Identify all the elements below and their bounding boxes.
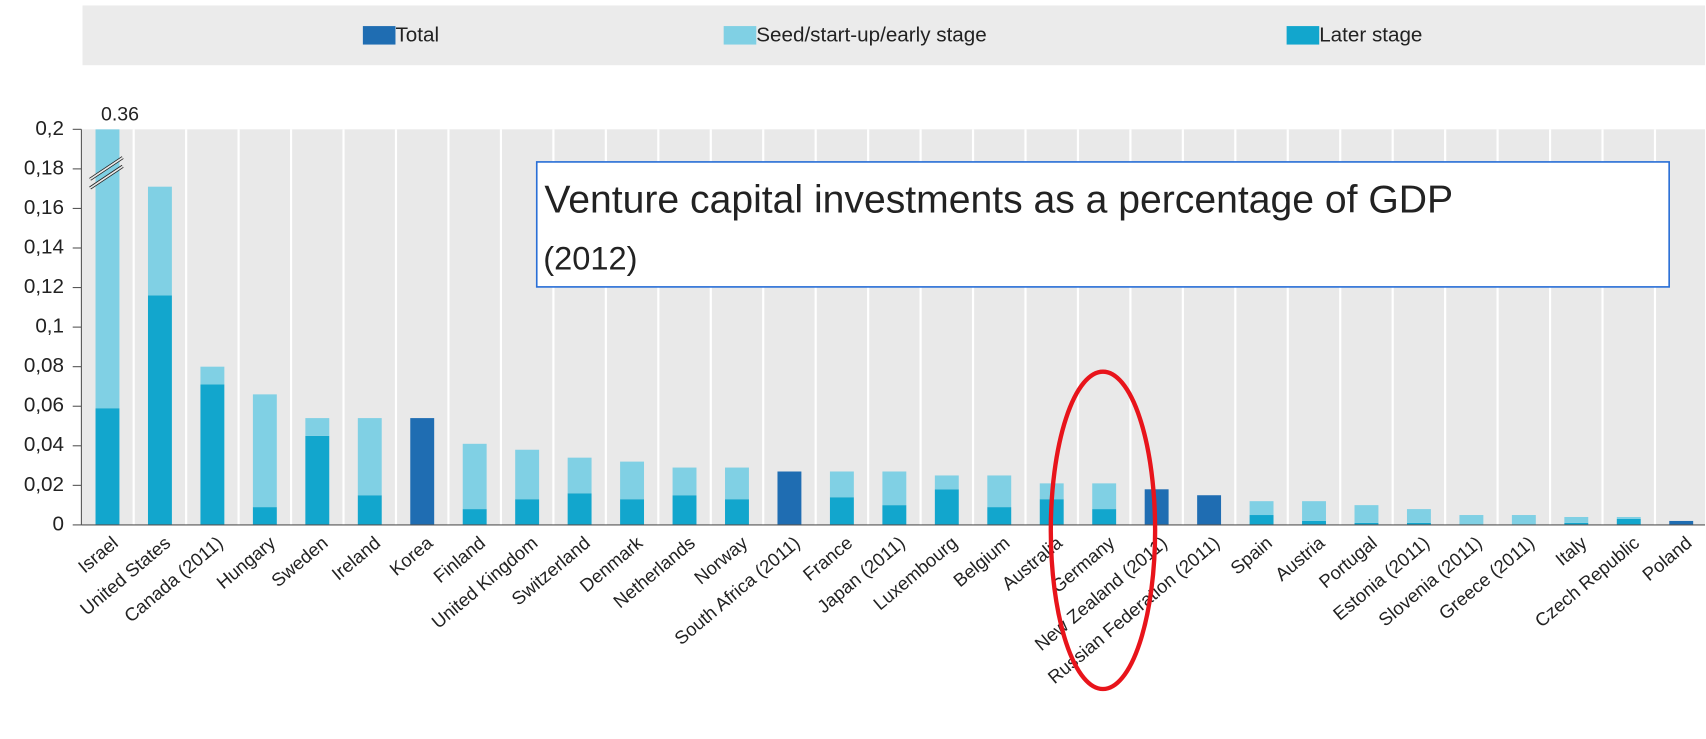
- bar-segment: [1249, 501, 1274, 516]
- legend-swatch: [723, 26, 757, 45]
- legend-swatch: [1286, 26, 1320, 45]
- bar-segment: [1616, 516, 1641, 519]
- annotation: 0.36: [101, 103, 139, 125]
- bar-segment: [252, 507, 277, 525]
- legend-label: Seed/start-up/early stage: [756, 23, 986, 46]
- bar-segment: [672, 467, 697, 496]
- y-tick-label: 0,18: [24, 156, 64, 179]
- bar: [410, 418, 435, 525]
- bar-segment: [200, 384, 225, 525]
- bar-segment: [357, 495, 382, 525]
- bar-segment: [1354, 505, 1379, 523]
- bar-segment: [987, 475, 1012, 508]
- chart-title: Venture capital investments as a percent…: [544, 178, 1453, 221]
- x-tick-label: Italy: [1551, 531, 1591, 569]
- axis-break-gap: [89, 156, 124, 180]
- bar-segment: [829, 471, 854, 498]
- y-tick-label: 0,08: [24, 354, 64, 377]
- highlight-ellipse: [1048, 369, 1158, 692]
- chart-subtitle: (2012): [543, 239, 637, 276]
- y-tick-label: 0,02: [24, 473, 64, 496]
- bar-segment: [829, 497, 854, 525]
- x-tick-label: Hungary: [212, 531, 280, 592]
- bar-segment: [934, 475, 959, 490]
- bar-segment: [1406, 522, 1431, 525]
- y-tick-label: 0,06: [24, 394, 64, 417]
- bar-segment: [1564, 516, 1589, 523]
- x-tick-label: Ireland: [327, 532, 384, 584]
- bar-segment: [305, 435, 330, 525]
- bar-segment: [882, 505, 907, 525]
- bar-segment: [882, 471, 907, 506]
- bar-segment: [934, 489, 959, 525]
- y-tick-label: 0,04: [24, 433, 64, 456]
- bar-segment: [1092, 483, 1117, 510]
- axis-break-gap: [89, 165, 124, 189]
- legend-swatch: [362, 26, 396, 45]
- bar-segment: [1564, 522, 1589, 525]
- bar: [1669, 520, 1694, 525]
- y-tick-label: 0,1: [35, 315, 64, 338]
- bar-segment: [252, 394, 277, 508]
- bar-segment: [725, 499, 749, 525]
- bar-segment: [567, 457, 592, 494]
- bar-segment: [462, 443, 487, 510]
- bar-segment: [1092, 509, 1117, 525]
- bar: [777, 471, 802, 525]
- bar-segment: [200, 366, 225, 385]
- bar-segment: [987, 507, 1012, 525]
- bar-segment: [1459, 515, 1484, 525]
- y-tick-label: 0,14: [24, 235, 64, 258]
- bar-segment: [515, 449, 540, 500]
- y-tick-label: 0,16: [24, 196, 64, 219]
- x-tick-label: Spain: [1226, 532, 1276, 578]
- bar-segment: [1249, 515, 1274, 525]
- y-tick-label: 0,12: [24, 275, 64, 298]
- bar-segment: [725, 467, 749, 500]
- bar-segment: [1302, 520, 1326, 525]
- bar-segment: [1406, 509, 1431, 523]
- bar-segment: [357, 418, 382, 496]
- bar-segment: [95, 408, 120, 525]
- bar-segment: [147, 295, 172, 525]
- y-tick-label: 0: [53, 512, 64, 535]
- bar-segment: [1302, 501, 1326, 521]
- bars: [95, 129, 1694, 525]
- x-tick-label: Poland: [1638, 532, 1696, 585]
- bar-segment: [95, 129, 120, 409]
- legend-label: Total: [395, 23, 439, 46]
- x-tick-label: Sweden: [267, 532, 332, 591]
- bar-segment: [1354, 522, 1379, 525]
- bar-segment: [462, 509, 487, 525]
- bar-segment: [620, 499, 645, 525]
- bar-segment: [620, 461, 645, 500]
- legend-label: Later stage: [1319, 23, 1422, 46]
- bar-segment: [1511, 515, 1536, 525]
- separators: [132, 129, 1657, 525]
- bar-segment: [672, 495, 697, 525]
- y-tick-label: 0,2: [35, 117, 64, 140]
- legend-band: [82, 5, 1706, 66]
- bar-segment: [305, 418, 330, 436]
- title-box: [535, 161, 1670, 288]
- bar: [1197, 495, 1222, 525]
- bar-segment: [1616, 518, 1641, 525]
- bar-segment: [515, 499, 540, 525]
- bar-segment: [147, 186, 172, 296]
- bar-segment: [567, 493, 592, 525]
